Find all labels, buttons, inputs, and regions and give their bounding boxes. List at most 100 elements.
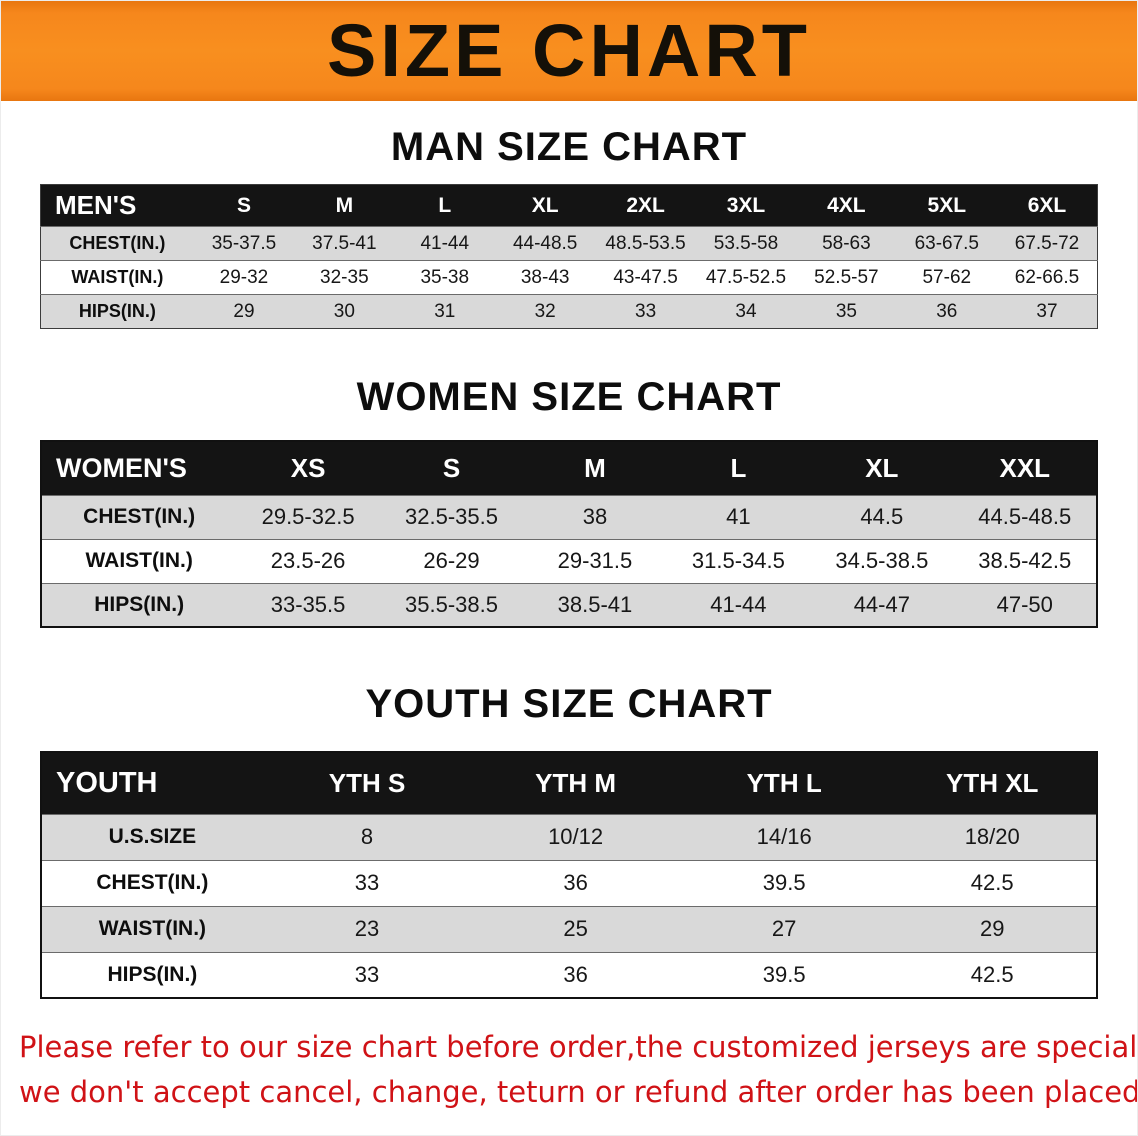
women-value-cell: 31.5-34.5	[691, 548, 785, 573]
men-size-col-6xl: 6XL	[997, 184, 1098, 227]
page-title: SIZE CHART	[327, 9, 811, 92]
men-section-heading: MAN SIZE CHART	[390, 125, 748, 169]
women-size-col-m: M	[523, 441, 667, 495]
women-value-cell: 29.5-32.5	[261, 504, 355, 529]
youth-value-cell: 10/12	[548, 824, 604, 849]
youth-size-col-yth-l: YTH L	[679, 752, 889, 814]
women-size-col-l: L	[666, 441, 811, 495]
youth-row-label-hips-in: HIPS(IN.)	[107, 962, 198, 986]
men-value-cell: 67.5-72	[1014, 232, 1080, 254]
women-row-waist-in: WAIST(IN.) 23.5-26 26-29 29-31.5 31.5-34.5 34…	[41, 539, 1097, 583]
youth-row-label-chest-in: CHEST(IN.)	[96, 871, 209, 894]
youth-size-table: YOUTH YTH S YTH M YTH L YTH XL U.S.SIZE 8 10/12…	[40, 751, 1098, 999]
youth-value-cell: 27	[771, 916, 797, 941]
men-value-cell: 52.5-57	[814, 266, 879, 288]
women-size-col-xl: XL	[810, 441, 954, 495]
youth-size-col-yth-m: YTH M	[471, 752, 680, 814]
men-size-col-m: M	[294, 184, 395, 227]
women-value-cell: 29-31.5	[557, 548, 633, 573]
women-row-chest-in: CHEST(IN.) 29.5-32.5 32.5-35.5 38 41 44.5 44.5…	[41, 495, 1097, 539]
youth-section-heading: YOUTH SIZE CHART	[365, 682, 773, 726]
women-row-hips-in: HIPS(IN.) 33-35.5 35.5-38.5 38.5-41 41-44 44-…	[41, 583, 1097, 627]
women-row-label-waist-in: WAIST(IN.)	[85, 549, 193, 572]
men-table-title: MEN'S	[40, 184, 194, 227]
men-value-cell: 44-48.5	[512, 232, 578, 254]
women-value-cell: 47-50	[996, 591, 1053, 617]
women-value-cell: 34.5-38.5	[835, 548, 929, 573]
youth-size-col-yth-s: YTH S	[262, 752, 472, 814]
youth-value-cell: 42.5	[970, 870, 1014, 895]
women-value-cell: 38.5-42.5	[978, 548, 1072, 573]
youth-value-cell: 39.5	[762, 961, 806, 987]
men-value-cell: 32	[534, 300, 556, 322]
women-value-cell: 44.5-48.5	[978, 504, 1072, 529]
youth-table-title: YOUTH	[41, 752, 263, 814]
men-value-cell: 35-37.5	[211, 232, 277, 254]
men-row-waist-in: WAIST(IN.) 29-32 32-35 35-38 38-43 43-47.5 47.…	[40, 260, 1098, 295]
disclaimer-line-1: Please refer to our size chart before or…	[19, 1030, 1138, 1064]
youth-row-chest-in: CHEST(IN.) 33 36 39.5 42.5	[41, 860, 1097, 906]
women-section: WOMEN SIZE CHART WOMEN'S XS S M L XL XXL CHEST(…	[1, 375, 1137, 628]
youth-value-cell: 39.5	[762, 870, 806, 895]
men-value-cell: 41-44	[420, 232, 470, 254]
youth-value-cell: 36	[563, 961, 588, 987]
women-section-heading: WOMEN SIZE CHART	[356, 375, 782, 419]
youth-size-col-yth-xl: YTH XL	[888, 752, 1097, 814]
men-value-cell: 58-63	[822, 232, 871, 254]
banner: SIZE CHART	[1, 1, 1137, 101]
youth-row-label-waist-in: WAIST(IN.)	[98, 917, 207, 940]
men-value-cell: 47.5-52.5	[705, 266, 787, 288]
men-value-cell: 35-38	[420, 266, 470, 288]
youth-row-hips-in: HIPS(IN.) 33 36 39.5 42.5	[41, 952, 1097, 998]
men-value-cell: 36	[936, 300, 958, 322]
men-value-cell: 53.5-58	[713, 232, 779, 254]
women-value-cell: 38.5-41	[557, 591, 633, 617]
women-row-label-chest-in: CHEST(IN.)	[83, 505, 196, 528]
women-size-col-xxl: XXL	[953, 441, 1097, 495]
women-value-cell: 44.5	[860, 504, 904, 529]
men-row-label-hips-in: HIPS(IN.)	[78, 301, 156, 321]
men-size-col-s: S	[193, 184, 295, 227]
men-row-label-chest-in: CHEST(IN.)	[69, 233, 166, 253]
women-value-cell: 32.5-35.5	[405, 504, 498, 529]
men-value-cell: 37	[1036, 300, 1058, 322]
men-value-cell: 48.5-53.5	[605, 232, 686, 254]
women-size-table: WOMEN'S XS S M L XL XXL CHEST(IN.) 29.5-32.5 32.5…	[40, 440, 1098, 628]
women-table-title: WOMEN'S	[41, 441, 237, 495]
men-value-cell: 62-66.5	[1014, 266, 1080, 288]
men-size-col-3xl: 3XL	[695, 184, 797, 227]
disclaimer-line-2: we don't accept cancel, change, teturn o…	[19, 1074, 1138, 1109]
youth-value-cell: 33	[354, 961, 380, 987]
women-value-cell: 38	[582, 504, 608, 529]
women-header-row: WOMEN'S XS S M L XL XXL	[41, 441, 1097, 495]
men-size-table: MEN'S S M L XL 2XL 3XL 4XL 5XL 6XL CHEST(IN.) 35-37…	[40, 184, 1098, 329]
men-value-cell: 33	[635, 300, 657, 322]
men-value-cell: 29-32	[219, 266, 269, 288]
youth-value-cell: 14/16	[756, 824, 812, 849]
men-size-col-2xl: 2XL	[595, 184, 696, 227]
men-value-cell: 34	[735, 300, 757, 322]
youth-value-cell: 18/20	[964, 824, 1020, 849]
women-value-cell: 26-29	[423, 548, 480, 573]
women-size-col-s: S	[379, 441, 524, 495]
women-value-cell: 23.5-26	[270, 548, 346, 573]
youth-value-cell: 42.5	[970, 961, 1014, 987]
youth-row-waist-in: WAIST(IN.) 23 25 27 29	[41, 906, 1097, 952]
youth-value-cell: 29	[979, 916, 1005, 941]
women-value-cell: 41-44	[710, 591, 767, 617]
youth-value-cell: 25	[563, 916, 588, 941]
youth-row-label-u-s-size: U.S.SIZE	[108, 825, 197, 848]
women-value-cell: 35.5-38.5	[405, 591, 498, 617]
youth-value-cell: 8	[360, 824, 374, 849]
men-value-cell: 30	[333, 300, 355, 322]
men-value-cell: 32-35	[320, 266, 369, 288]
men-value-cell: 31	[434, 300, 456, 322]
youth-header-row: YOUTH YTH S YTH M YTH L YTH XL	[41, 752, 1097, 814]
men-size-col-4xl: 4XL	[796, 184, 897, 227]
men-size-col-l: L	[394, 184, 495, 227]
youth-value-cell: 23	[354, 916, 380, 941]
men-size-col-5xl: 5XL	[896, 184, 997, 227]
women-value-cell: 44-47	[853, 591, 910, 617]
women-value-cell: 41	[726, 504, 751, 529]
men-value-cell: 63-67.5	[914, 232, 980, 254]
